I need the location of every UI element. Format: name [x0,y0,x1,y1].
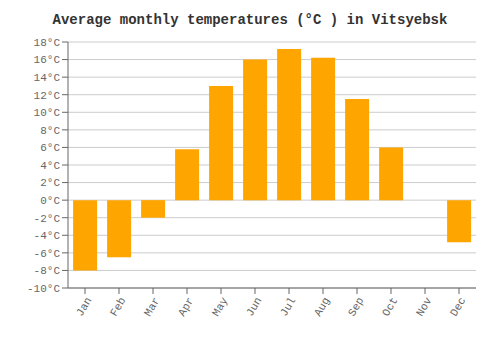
svg-text:May: May [210,295,230,318]
svg-text:Aug: Aug [312,295,332,318]
svg-text:14°C: 14°C [34,72,61,84]
svg-text:Oct: Oct [380,295,400,318]
svg-text:10°C: 10°C [34,107,61,119]
svg-text:-4°C: -4°C [34,230,61,242]
svg-text:0°C: 0°C [40,195,60,207]
svg-text:6°C: 6°C [40,142,60,154]
svg-text:-2°C: -2°C [34,213,61,225]
svg-text:-10°C: -10°C [27,283,60,295]
svg-text:16°C: 16°C [34,54,61,66]
svg-text:Jun: Jun [244,295,264,318]
svg-text:Mar: Mar [142,295,162,318]
svg-text:2°C: 2°C [40,177,60,189]
svg-text:-8°C: -8°C [34,265,61,277]
svg-text:Feb: Feb [108,295,128,318]
svg-text:Jan: Jan [74,295,94,318]
svg-text:8°C: 8°C [40,125,60,137]
svg-text:4°C: 4°C [40,160,60,172]
svg-text:Dec: Dec [448,295,468,318]
html-text:Average monthly temperatures (: Average monthly temperatures (°C ) in Vi… [52,12,448,28]
svg-text:18°C: 18°C [34,37,61,49]
svg-text:12°C: 12°C [34,90,61,102]
svg-text:Sep: Sep [346,295,366,318]
svg-text:Nov: Nov [414,295,434,318]
svg-text:Apr: Apr [176,295,196,318]
svg-text:-6°C: -6°C [34,248,61,260]
svg-text:Jul: Jul [278,295,298,318]
